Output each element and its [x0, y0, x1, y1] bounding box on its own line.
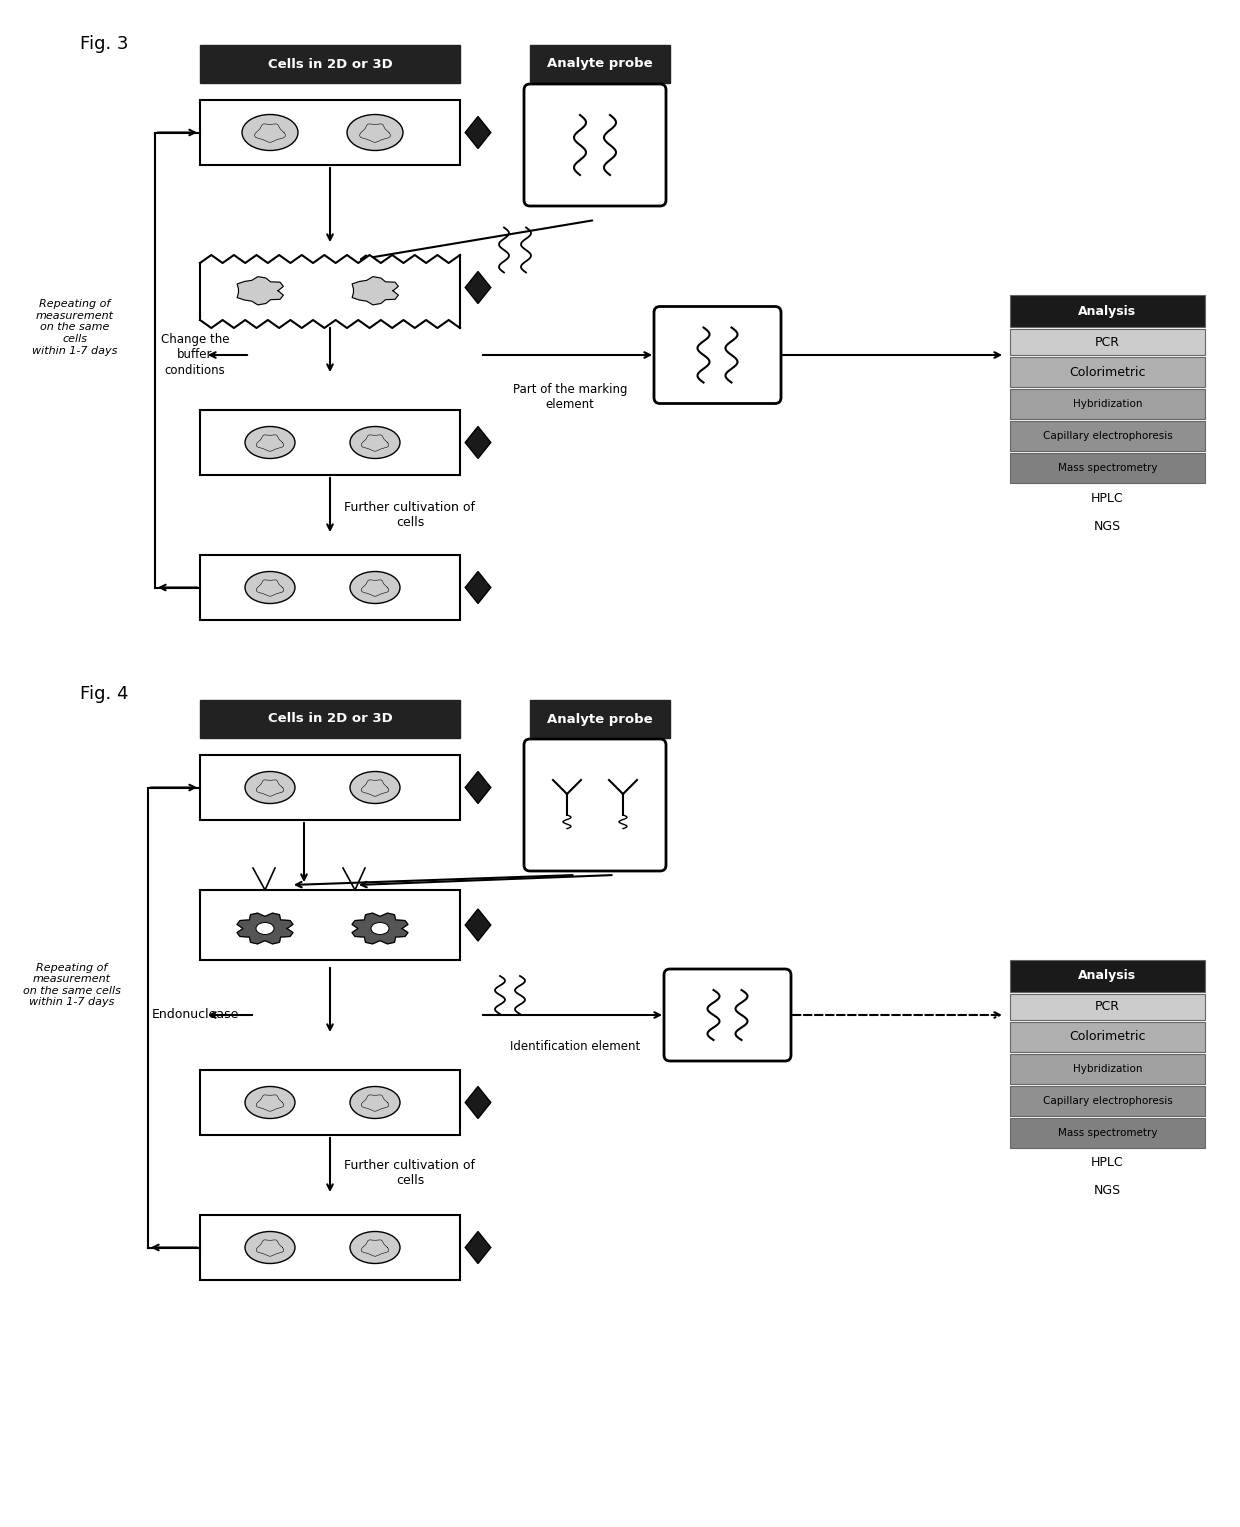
- FancyBboxPatch shape: [663, 970, 791, 1061]
- Polygon shape: [465, 1231, 491, 1263]
- FancyBboxPatch shape: [1011, 1118, 1205, 1148]
- Text: Endonuclease: Endonuclease: [151, 1008, 238, 1022]
- Text: Capillary electrophoresis: Capillary electrophoresis: [1043, 431, 1172, 441]
- Ellipse shape: [350, 571, 401, 603]
- Polygon shape: [352, 913, 408, 944]
- Ellipse shape: [350, 1087, 401, 1118]
- FancyBboxPatch shape: [1011, 357, 1205, 386]
- Text: PCR: PCR: [1095, 1000, 1120, 1014]
- FancyBboxPatch shape: [200, 1215, 460, 1280]
- Ellipse shape: [371, 922, 389, 935]
- Polygon shape: [465, 771, 491, 803]
- Text: Fig. 4: Fig. 4: [81, 686, 129, 702]
- Polygon shape: [465, 426, 491, 458]
- Polygon shape: [465, 571, 491, 603]
- FancyBboxPatch shape: [200, 44, 460, 82]
- Ellipse shape: [347, 115, 403, 151]
- Ellipse shape: [246, 1231, 295, 1263]
- Text: HPLC: HPLC: [1091, 492, 1123, 504]
- FancyBboxPatch shape: [1011, 960, 1205, 993]
- Text: NGS: NGS: [1094, 1185, 1121, 1197]
- FancyBboxPatch shape: [1011, 513, 1205, 539]
- Text: Analysis: Analysis: [1079, 304, 1137, 318]
- FancyBboxPatch shape: [1011, 1054, 1205, 1084]
- FancyBboxPatch shape: [200, 1070, 460, 1135]
- Polygon shape: [465, 1087, 491, 1118]
- Text: Cells in 2D or 3D: Cells in 2D or 3D: [268, 58, 392, 70]
- Text: Colorimetric: Colorimetric: [1069, 365, 1146, 379]
- Ellipse shape: [255, 922, 274, 935]
- Polygon shape: [465, 272, 491, 304]
- Text: Cells in 2D or 3D: Cells in 2D or 3D: [268, 713, 392, 725]
- FancyBboxPatch shape: [200, 99, 460, 165]
- Text: HPLC: HPLC: [1091, 1156, 1123, 1170]
- Text: Hybridization: Hybridization: [1073, 1064, 1142, 1073]
- Polygon shape: [237, 913, 293, 944]
- FancyBboxPatch shape: [200, 890, 460, 960]
- FancyBboxPatch shape: [525, 739, 666, 870]
- FancyBboxPatch shape: [200, 699, 460, 738]
- Text: Mass spectrometry: Mass spectrometry: [1058, 463, 1157, 473]
- FancyBboxPatch shape: [653, 307, 781, 403]
- Text: NGS: NGS: [1094, 519, 1121, 533]
- Text: Colorimetric: Colorimetric: [1069, 1031, 1146, 1043]
- Ellipse shape: [350, 771, 401, 803]
- Text: Identification element: Identification element: [510, 1040, 640, 1054]
- FancyBboxPatch shape: [1011, 389, 1205, 418]
- FancyBboxPatch shape: [1011, 328, 1205, 354]
- FancyBboxPatch shape: [1011, 1086, 1205, 1116]
- Text: Part of the marking
element: Part of the marking element: [513, 383, 627, 411]
- Text: Further cultivation of
cells: Further cultivation of cells: [345, 501, 475, 528]
- Ellipse shape: [350, 1231, 401, 1263]
- Ellipse shape: [246, 1087, 295, 1118]
- FancyBboxPatch shape: [1011, 421, 1205, 450]
- Text: Change the
buffer
conditions: Change the buffer conditions: [161, 333, 229, 377]
- FancyBboxPatch shape: [529, 44, 670, 82]
- Text: Analyte probe: Analyte probe: [547, 713, 652, 725]
- Ellipse shape: [246, 571, 295, 603]
- Ellipse shape: [350, 426, 401, 458]
- Polygon shape: [465, 909, 491, 941]
- Ellipse shape: [246, 426, 295, 458]
- FancyBboxPatch shape: [1011, 994, 1205, 1020]
- Text: Mass spectrometry: Mass spectrometry: [1058, 1128, 1157, 1138]
- FancyBboxPatch shape: [200, 554, 460, 620]
- Text: Capillary electrophoresis: Capillary electrophoresis: [1043, 1096, 1172, 1106]
- Polygon shape: [237, 276, 284, 305]
- FancyBboxPatch shape: [1011, 1022, 1205, 1052]
- FancyBboxPatch shape: [525, 84, 666, 206]
- FancyBboxPatch shape: [200, 754, 460, 820]
- Text: PCR: PCR: [1095, 336, 1120, 348]
- Text: Hybridization: Hybridization: [1073, 399, 1142, 409]
- Polygon shape: [465, 116, 491, 148]
- Text: Further cultivation of
cells: Further cultivation of cells: [345, 1159, 475, 1186]
- Polygon shape: [200, 255, 460, 328]
- FancyBboxPatch shape: [1011, 454, 1205, 483]
- Polygon shape: [352, 276, 398, 305]
- FancyBboxPatch shape: [1011, 486, 1205, 512]
- FancyBboxPatch shape: [1011, 295, 1205, 327]
- FancyBboxPatch shape: [1011, 1150, 1205, 1176]
- FancyBboxPatch shape: [1011, 1177, 1205, 1203]
- Text: Analysis: Analysis: [1079, 970, 1137, 982]
- Text: Fig. 3: Fig. 3: [81, 35, 129, 53]
- Text: Repeating of
measurement
on the same cells
within 1-7 days: Repeating of measurement on the same cel…: [24, 962, 122, 1008]
- Text: Repeating of
measurement
on the same
cells
within 1-7 days: Repeating of measurement on the same cel…: [32, 299, 118, 356]
- FancyBboxPatch shape: [200, 411, 460, 475]
- FancyBboxPatch shape: [529, 699, 670, 738]
- Text: Analyte probe: Analyte probe: [547, 58, 652, 70]
- Ellipse shape: [246, 771, 295, 803]
- Ellipse shape: [242, 115, 298, 151]
